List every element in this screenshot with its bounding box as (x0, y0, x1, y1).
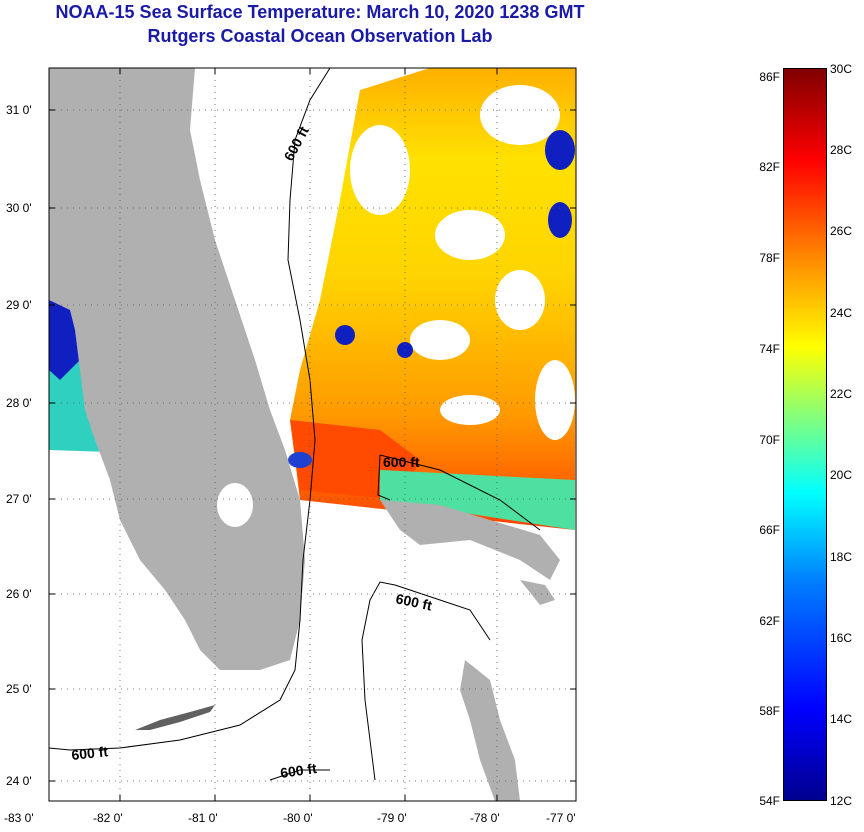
depth-label: 600 ft (383, 454, 420, 470)
lat-label: 25 0' (6, 682, 32, 696)
cold-spot (548, 202, 572, 238)
scale-c-label: 20C (830, 468, 853, 482)
scale-c-label: 16C (830, 631, 853, 645)
chart-title: NOAA-15 Sea Surface Temperature: March 1… (55, 2, 585, 22)
scale-f-label: 74F (759, 342, 780, 356)
lat-label: 26 0' (6, 587, 32, 601)
depth-contour (49, 68, 331, 751)
florida-keys (135, 705, 215, 730)
depth-contour (394, 584, 491, 641)
depth-contour (361, 581, 396, 781)
depth-label: 600 ft (279, 760, 318, 781)
scale-f-label: 62F (759, 614, 780, 628)
scale-c-label: 30C (830, 62, 853, 76)
lon-label: -81 0' (188, 811, 218, 825)
scale-f-label: 58F (759, 704, 780, 718)
cloud-patch (480, 85, 560, 145)
cloud-patch (440, 395, 500, 425)
lat-label: 27 0' (6, 492, 32, 506)
scale-f-label: 54F (759, 794, 780, 808)
lake-okeechobee (217, 483, 253, 527)
depth-label: 600 ft (71, 743, 109, 763)
scale-c-label: 26C (830, 224, 853, 238)
lon-label: -82 0' (93, 811, 123, 825)
lat-label: 29 0' (6, 298, 32, 312)
cloud-patch (435, 210, 505, 260)
scale-c-label: 22C (830, 387, 853, 401)
cloud-patch (495, 270, 545, 330)
lat-label: 28 0' (6, 396, 32, 410)
depth-label: 600 ft (394, 590, 433, 613)
lon-label: -80 0' (283, 811, 313, 825)
lat-label: 24 0' (6, 774, 32, 788)
scale-f-label: 66F (759, 523, 780, 537)
cloud-patch (535, 360, 575, 440)
bahamas-land (520, 580, 555, 605)
grid-lines (49, 68, 576, 801)
cold-spot (335, 325, 355, 345)
cloud-patch (410, 320, 470, 360)
scale-c-label: 28C (830, 143, 853, 157)
lon-label: -79 0' (377, 811, 407, 825)
tick-marks (49, 68, 576, 801)
scale-f-label: 82F (759, 160, 780, 174)
scale-f-label: 86F (759, 70, 780, 84)
lon-label: -83 0' (4, 811, 34, 825)
scale-c-label: 12C (830, 794, 853, 808)
cold-spot (545, 130, 575, 170)
color-scale-bar (783, 68, 827, 801)
lon-label: -77 0' (546, 811, 576, 825)
lat-label: 31 0' (6, 103, 32, 117)
scale-c-label: 24C (830, 306, 853, 320)
lat-label: 30 0' (6, 201, 32, 215)
map-frame (48, 67, 577, 802)
bahamas-land (460, 660, 520, 801)
scale-c-label: 14C (830, 712, 853, 726)
scale-c-label: 18C (830, 550, 853, 564)
scale-f-label: 70F (759, 433, 780, 447)
depth-contour (379, 454, 541, 531)
sst-cool-strip (380, 470, 575, 530)
scale-f-label: 78F (759, 251, 780, 265)
cloud-patch (350, 125, 410, 215)
depth-contour (269, 769, 330, 781)
bahamas-land (380, 500, 560, 580)
depth-contour (377, 454, 391, 501)
chart-subtitle: Rutgers Coastal Ocean Observation Lab (147, 26, 493, 46)
gulf-cold (49, 300, 80, 380)
lon-label: -78 0' (470, 811, 500, 825)
cold-spot (288, 452, 312, 468)
